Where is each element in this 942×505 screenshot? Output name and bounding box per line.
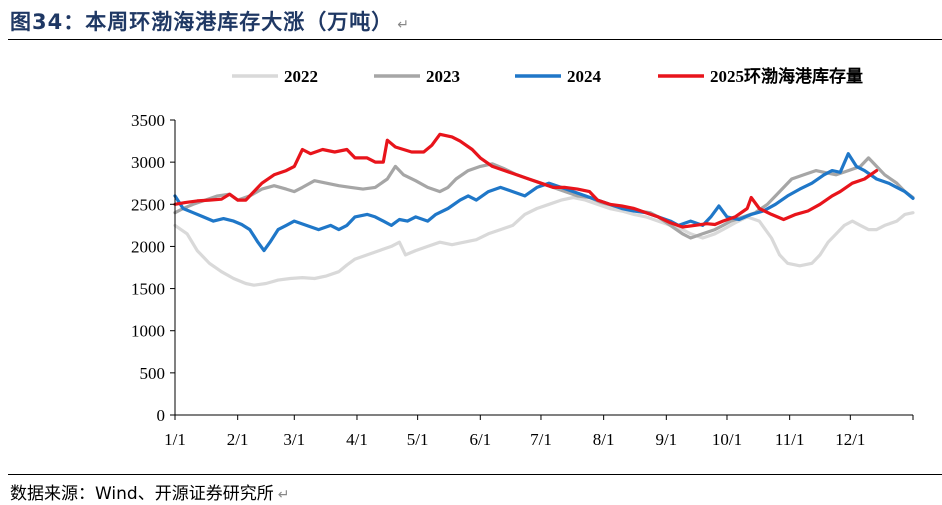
y-tick-label: 2000 — [131, 237, 165, 256]
line-chart: 2022 2023 2024 2025环渤海港库存量 0 500 1000 1500 2000… — [131, 66, 915, 449]
x-tick-label: 6/1 — [469, 430, 491, 449]
y-tick-label: 1000 — [131, 322, 165, 341]
title-divider — [8, 39, 942, 40]
y-tick-label: 3000 — [131, 153, 165, 172]
return-mark-icon: ↵ — [277, 487, 290, 503]
x-tick-label: 9/1 — [655, 430, 677, 449]
y-tick-label: 1500 — [131, 280, 165, 299]
x-tick-label: 8/1 — [593, 430, 615, 449]
legend-label: 2023 — [426, 67, 460, 86]
y-tick-label: 0 — [157, 406, 166, 425]
figure-title: 图34：本周环渤海港库存大涨（万吨） ↵ — [10, 10, 410, 34]
series-line-3 — [173, 152, 915, 253]
data-source-note: 数据来源：Wind、开源证券研究所 ↵ — [10, 484, 290, 504]
legend-label: 2025环渤海港库存量 — [710, 66, 863, 86]
x-tick-label: 12/1 — [835, 430, 865, 449]
return-mark-icon: ↵ — [397, 17, 410, 33]
y-tick-label: 3500 — [131, 111, 165, 130]
axes-layer: 0 500 1000 1500 2000 2500 3000 3500 1/1 2/1 3/1 4/1… — [131, 111, 914, 449]
x-tick-label: 11/1 — [775, 430, 805, 449]
series-line-4 — [173, 132, 879, 229]
y-tick-label: 2500 — [131, 195, 165, 214]
legend-label: 2022 — [284, 67, 318, 86]
chart-legend: 2022 2023 2024 2025环渤海港库存量 — [232, 66, 863, 86]
series-layer — [173, 132, 915, 287]
y-tick-label: 500 — [140, 364, 166, 383]
x-tick-label: 4/1 — [346, 430, 368, 449]
x-tick-label: 2/1 — [227, 430, 249, 449]
x-tick-label: 5/1 — [407, 430, 429, 449]
series-line-1 — [173, 195, 915, 287]
x-tick-label: 3/1 — [283, 430, 305, 449]
x-tick-label: 10/1 — [712, 430, 742, 449]
legend-label: 2024 — [567, 67, 602, 86]
x-tick-label: 1/1 — [164, 430, 186, 449]
x-tick-label: 7/1 — [530, 430, 552, 449]
source-divider — [8, 474, 942, 475]
